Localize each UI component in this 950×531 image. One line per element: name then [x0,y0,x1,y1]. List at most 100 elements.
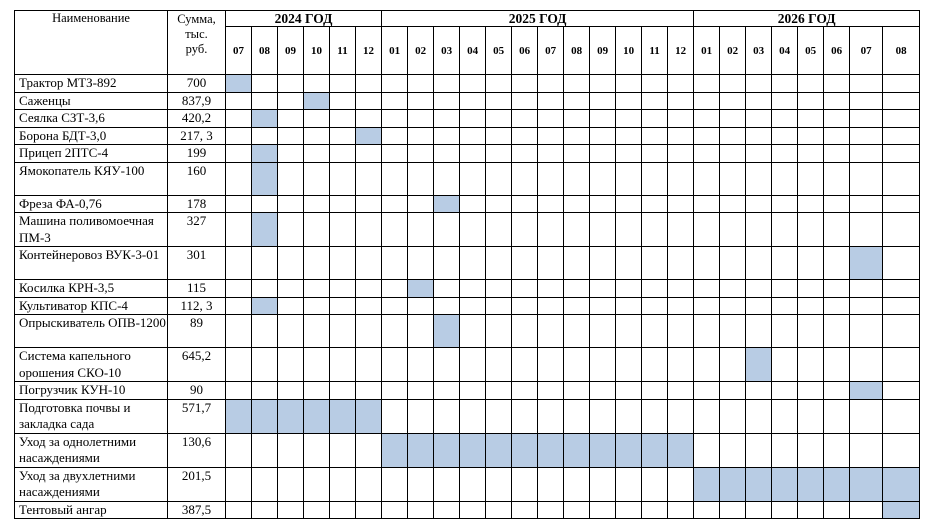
gantt-cell [433,126,461,145]
gantt-cell [459,296,487,315]
gantt-cell [693,296,721,315]
gantt-cell [849,144,884,163]
gantt-cell [381,296,409,315]
gantt-cell [771,109,799,128]
gantt-cell [615,381,643,400]
table-row: Трактор МТЗ-892 700 [14,74,921,93]
item-sum: 420,2 [167,109,226,128]
table-row: Система капельного орошения СКО-10 645,2 [14,347,921,382]
gantt-cell [225,126,252,145]
gantt-cell-active [667,432,695,468]
gantt-cell [329,279,356,298]
gantt-cell [303,500,330,519]
item-sum: 201,5 [167,466,226,502]
gantt-cell [407,74,435,93]
gantt-cell [303,466,330,502]
gantt-cell [693,126,721,145]
gantt-cell-active [407,279,435,298]
gantt-cell [641,314,669,348]
gantt-cell [511,212,539,247]
gantt-cell [407,398,435,434]
gantt-cell [485,500,513,519]
gantt-cell [667,144,695,163]
gantt-cell [251,279,278,298]
gantt-cell-active [225,74,252,93]
gantt-cell [563,144,591,163]
gantt-cell [745,126,773,145]
gantt-cell [381,194,409,213]
gantt-cell-active [354,126,383,145]
gantt-cell [745,500,773,519]
gantt-cell [459,194,487,213]
gantt-cell [693,109,721,128]
gantt-cell [745,398,773,434]
gantt-cell [719,144,747,163]
gantt-cell [277,347,304,382]
gantt-cell [303,126,330,145]
gantt-cell [354,194,383,213]
gantt-cell [537,500,565,519]
gantt-cell [485,74,513,93]
gantt-cell [329,144,356,163]
gantt-cell [615,347,643,382]
gantt-cell [693,381,721,400]
gantt-cell [589,161,617,196]
gantt-cell [771,432,799,468]
gantt-cell [407,347,435,382]
gantt-cell [719,74,747,93]
gantt-cell [823,161,851,196]
gantt-cell-active [485,432,513,468]
gantt-cell-active [354,398,383,434]
item-sum: 178 [167,194,226,213]
gantt-cell [537,126,565,145]
gantt-cell [797,398,825,434]
gantt-cell [719,126,747,145]
gantt-cell [459,381,487,400]
gantt-cell [563,314,591,348]
gantt-cell [354,500,383,519]
gantt-cell [641,381,669,400]
gantt-cell [485,398,513,434]
gantt-cell [459,347,487,382]
gantt-cell-active [251,398,278,434]
gantt-cell [251,314,278,348]
gantt-cell [589,109,617,128]
gantt-cell-active [849,381,884,400]
gantt-cell [882,279,921,298]
gantt-cell [251,347,278,382]
gantt-cell [354,74,383,93]
gantt-cell [225,500,252,519]
gantt-cell [407,194,435,213]
gantt-cell [329,126,356,145]
gantt-cell [667,279,695,298]
gantt-cell [771,246,799,280]
gantt-cell [797,161,825,196]
gantt-cell-active [251,212,278,247]
gantt-cell-active [329,398,356,434]
gantt-cell [771,500,799,519]
gantt-cell [615,144,643,163]
gantt-cell [693,91,721,110]
table-row: Уход за однолетними насаждениями 130,6 [14,432,921,468]
table-row: Саженцы 837,9 [14,91,921,110]
gantt-cell [589,314,617,348]
gantt-cell [667,381,695,400]
gantt-cell [354,296,383,315]
gantt-cell [771,398,799,434]
item-sum: 90 [167,381,226,400]
table-row: Культиватор КПС-4 112, 3 [14,296,921,315]
gantt-cell [771,126,799,145]
gantt-cell-active [433,432,461,468]
gantt-cell [849,347,884,382]
month-header: 08 [251,26,278,75]
gantt-cell [459,126,487,145]
gantt-cell [667,398,695,434]
month-header: 07 [849,26,884,75]
gantt-cell [667,91,695,110]
gantt-cell [849,91,884,110]
gantt-cell [823,91,851,110]
gantt-cell [225,212,252,247]
gantt-cell [303,347,330,382]
gantt-cell [277,279,304,298]
gantt-cell [537,144,565,163]
